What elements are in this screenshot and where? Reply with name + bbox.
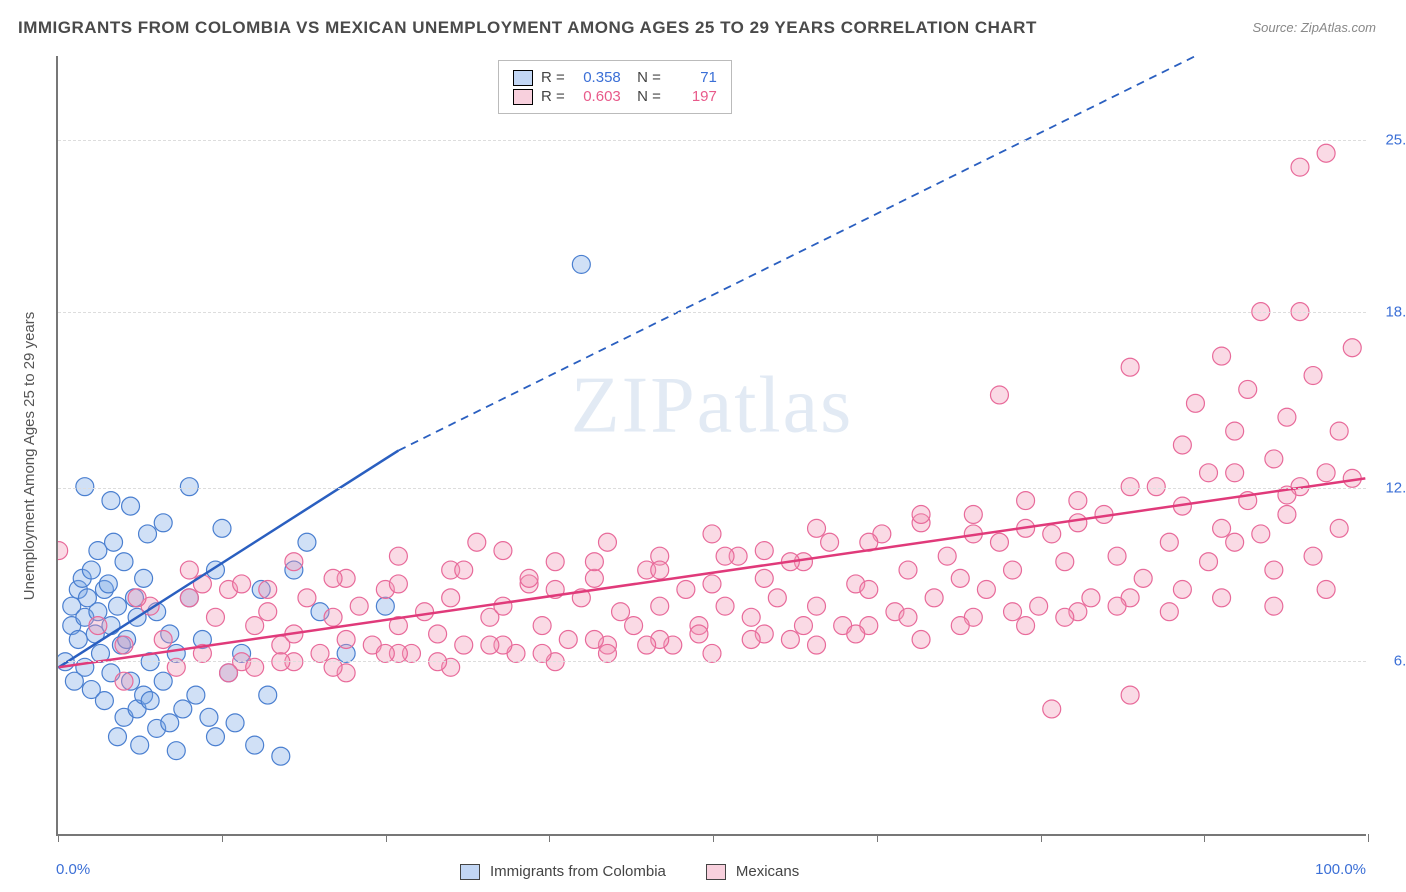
x-axis-max-label: 100.0% xyxy=(1315,861,1366,878)
legend-label-colombia: Immigrants from Colombia xyxy=(490,863,666,880)
legend-label-mexicans: Mexicans xyxy=(736,863,799,880)
source-attribution: Source: ZipAtlas.com xyxy=(1252,20,1376,35)
r-label: R = xyxy=(541,69,565,86)
legend-swatch-pink xyxy=(513,89,533,105)
correlation-legend: R = 0.358 N = 71 R = 0.603 N = 197 xyxy=(498,60,732,114)
x-axis-min-label: 0.0% xyxy=(56,861,90,878)
n-value-pink: 197 xyxy=(669,88,717,105)
n-label: N = xyxy=(629,69,661,86)
chart-title: IMMIGRANTS FROM COLOMBIA VS MEXICAN UNEM… xyxy=(18,18,1037,38)
legend-item-mexicans: Mexicans xyxy=(706,863,799,880)
legend-item-colombia: Immigrants from Colombia xyxy=(460,863,666,880)
legend-swatch-blue xyxy=(460,864,480,880)
r-value-blue: 0.358 xyxy=(573,69,621,86)
n-value-blue: 71 xyxy=(669,69,717,86)
n-label: N = xyxy=(629,88,661,105)
r-value-pink: 0.603 xyxy=(573,88,621,105)
y-axis-label: Unemployment Among Ages 25 to 29 years xyxy=(21,312,38,601)
correlation-chart: IMMIGRANTS FROM COLOMBIA VS MEXICAN UNEM… xyxy=(0,0,1406,892)
series-legend: Immigrants from Colombia Mexicans xyxy=(460,863,799,880)
plot-area: Unemployment Among Ages 25 to 29 years Z… xyxy=(56,56,1366,836)
r-label: R = xyxy=(541,88,565,105)
legend-swatch-blue xyxy=(513,70,533,86)
plot-svg xyxy=(58,56,1366,834)
legend-swatch-pink xyxy=(706,864,726,880)
